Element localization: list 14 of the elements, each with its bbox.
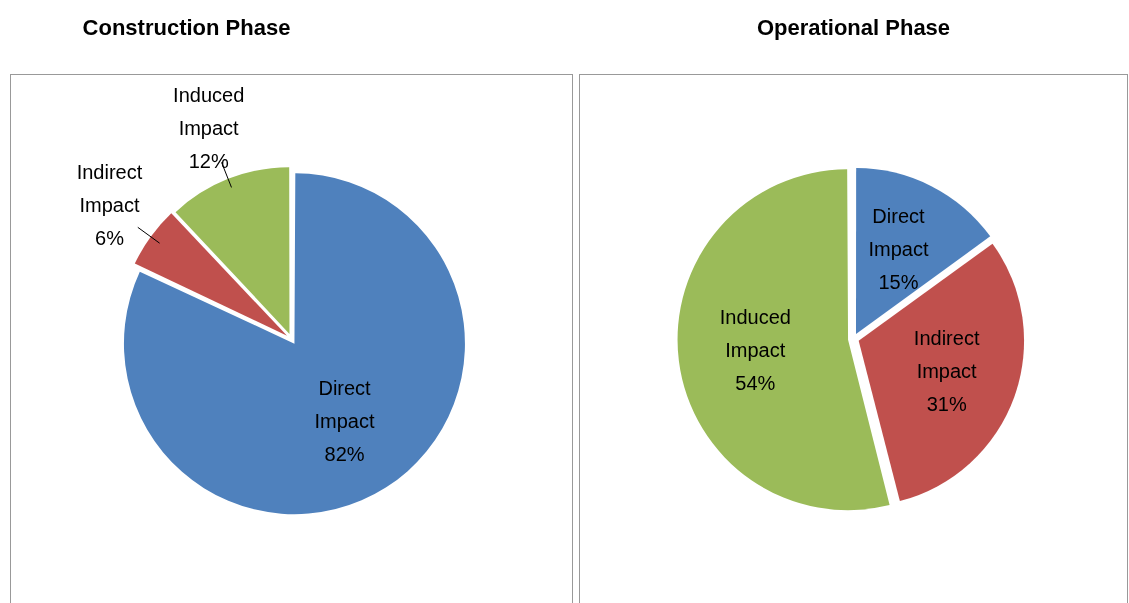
slice-label: Indirect Impact	[76, 161, 143, 217]
chart-title: Operational Phase	[755, 14, 952, 42]
chart-title: Construction Phase	[81, 14, 292, 42]
data-label: 6%	[95, 227, 125, 250]
slice-label: Induced Impact	[173, 84, 245, 140]
data-label: 15%	[878, 271, 919, 294]
data-label: 54%	[735, 371, 776, 394]
slice-label: Direct Impact	[314, 377, 375, 433]
slice-label: Induced Impact	[719, 305, 791, 361]
slice-label: Direct Impact	[868, 205, 929, 261]
data-label: 12%	[188, 150, 229, 173]
data-label: 31%	[926, 393, 967, 416]
slice-label: Indirect Impact	[913, 327, 980, 383]
data-label: 82%	[324, 443, 365, 466]
